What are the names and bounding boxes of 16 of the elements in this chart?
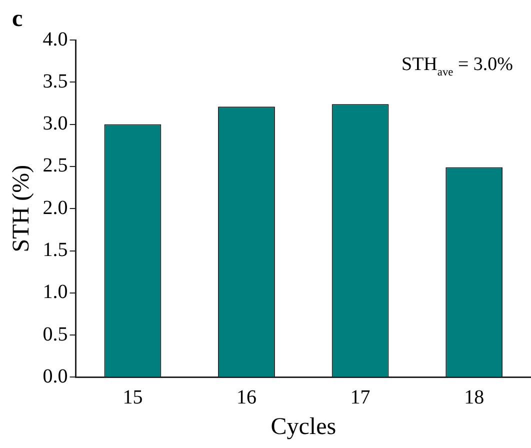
y-tick-label: 2.0 (42, 196, 68, 219)
y-tick-label: 3.5 (42, 70, 68, 92)
x-tick-label: 17 (350, 386, 370, 408)
x-tick-label: 15 (122, 386, 143, 408)
x-tick-label: 16 (236, 386, 256, 408)
y-tick-label: 1.0 (42, 281, 68, 304)
y-axis-title: STH (%) (8, 164, 35, 252)
y-tick-label: 0.5 (42, 323, 68, 346)
x-tick-label: 18 (464, 386, 484, 408)
y-tick-label: 4.0 (42, 28, 68, 50)
y-tick-label: 1.5 (42, 239, 68, 261)
x-axis-title: Cycles (270, 414, 336, 440)
y-tick-label: 3.0 (42, 112, 68, 135)
text: c (12, 6, 23, 32)
y-tick-label: 2.5 (42, 154, 68, 177)
y-tick-label: 0.0 (42, 365, 68, 388)
